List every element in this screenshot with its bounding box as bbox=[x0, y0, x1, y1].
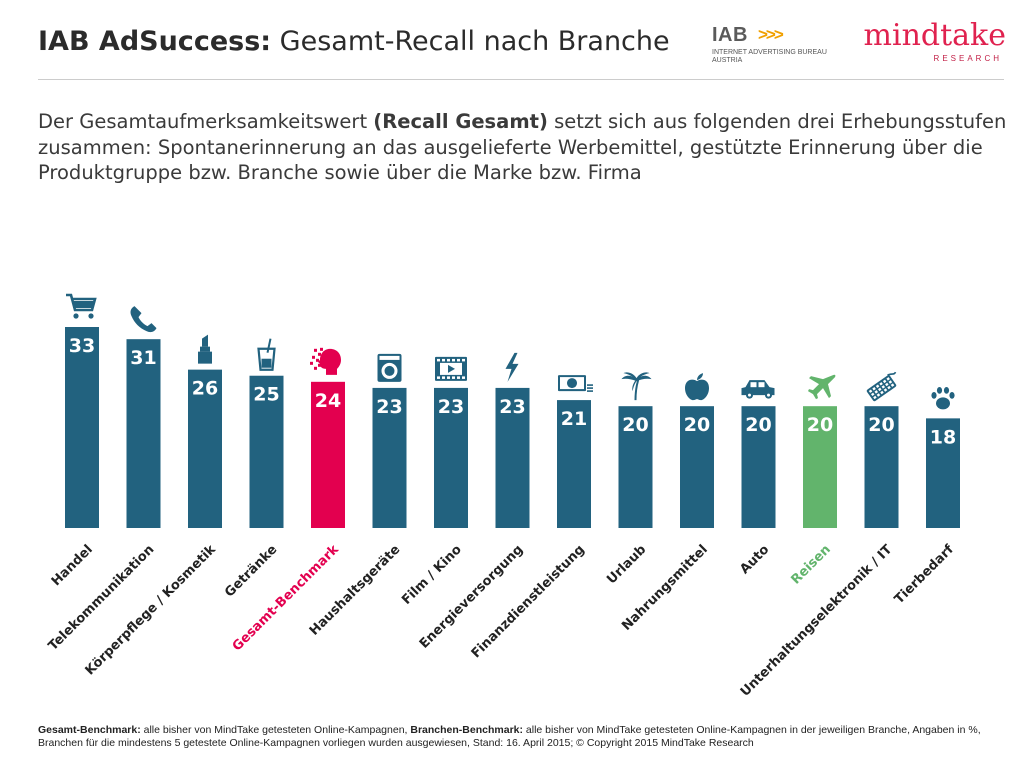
bar-14 bbox=[926, 418, 960, 528]
car-icon bbox=[741, 380, 775, 399]
category-label: Handel bbox=[49, 542, 96, 589]
bar-0 bbox=[65, 327, 99, 528]
shopping-cart-icon bbox=[66, 293, 97, 319]
category-label: Finanzdienstleistung bbox=[469, 542, 588, 661]
category-label: Urlaub bbox=[604, 542, 649, 587]
lipstick-icon bbox=[198, 334, 212, 364]
bar-value-label: 25 bbox=[253, 384, 279, 406]
bar-4 bbox=[311, 381, 345, 528]
category-label: Telekommunikation bbox=[46, 542, 158, 654]
header-divider bbox=[38, 79, 1004, 80]
bar-value-label: 18 bbox=[930, 426, 956, 448]
footnote: Gesamt-Benchmark: alle bisher von MindTa… bbox=[38, 724, 1008, 750]
bar-value-label: 20 bbox=[745, 414, 771, 436]
mindtake-logo-word: mindtake bbox=[863, 18, 1006, 53]
bar-value-label: 31 bbox=[130, 347, 156, 369]
category-label: Körperpflege / Kosmetik bbox=[83, 542, 219, 678]
intro-part1: Der Gesamtaufmerksamkeitswert bbox=[38, 110, 374, 133]
category-label: Tierbedarf bbox=[892, 542, 957, 607]
bar-7 bbox=[495, 387, 530, 528]
drink-glass-icon bbox=[257, 338, 276, 371]
bar-value-label: 26 bbox=[192, 378, 218, 400]
bar-value-label: 23 bbox=[376, 396, 402, 418]
iab-logo-subtitle: INTERNET ADVERTISING BUREAU AUSTRIA bbox=[712, 49, 842, 65]
iab-logo-line2: AUSTRIA bbox=[712, 57, 743, 64]
palm-tree-icon bbox=[621, 372, 652, 401]
category-label: Energieversorgung bbox=[417, 542, 527, 652]
keyboard-icon bbox=[866, 371, 897, 402]
paw-icon bbox=[931, 386, 955, 410]
iab-logo: IAB >>> INTERNET ADVERTISING BUREAU AUST… bbox=[712, 24, 840, 68]
intro-text: Der Gesamtaufmerksamkeitswert (Recall Ge… bbox=[38, 109, 1013, 186]
bar-value-label: 20 bbox=[868, 414, 894, 436]
mindtake-logo: mindtake RESEARCH bbox=[856, 18, 1006, 68]
bar-6 bbox=[434, 387, 468, 528]
page-title: IAB AdSuccess: Gesamt-Recall nach Branch… bbox=[38, 26, 670, 57]
category-label: Gesamt-Benchmark bbox=[230, 542, 342, 654]
airplane-icon bbox=[808, 374, 836, 400]
category-label: Getränke bbox=[222, 542, 280, 600]
category-label: Film / Kino bbox=[399, 542, 465, 608]
apple-icon bbox=[685, 373, 709, 401]
footnote-bold-2: Branchen-Benchmark: bbox=[410, 724, 523, 736]
bar-value-label: 20 bbox=[807, 414, 833, 436]
footnote-bold-1: Gesamt-Benchmark: bbox=[38, 724, 141, 736]
bar-10 bbox=[680, 406, 714, 528]
bar-9 bbox=[618, 406, 653, 528]
bar-5 bbox=[372, 387, 407, 528]
iab-logo-line1: INTERNET ADVERTISING BUREAU bbox=[712, 49, 827, 56]
bar-value-label: 20 bbox=[684, 414, 710, 436]
category-label: Auto bbox=[737, 542, 772, 577]
category-label: Reisen bbox=[789, 542, 834, 587]
bar-2 bbox=[188, 369, 222, 528]
intro-part2: setzt sich aus folgenden drei Erhebungss… bbox=[38, 110, 1007, 184]
washing-machine-icon bbox=[377, 353, 402, 382]
iab-logo-arrows: >>> bbox=[758, 25, 784, 44]
film-icon bbox=[435, 356, 467, 381]
bar-12 bbox=[803, 406, 837, 528]
footnote-text-2: alle bisher von MindTake getesteten Onli… bbox=[38, 724, 981, 749]
mindtake-logo-subtitle: RESEARCH bbox=[933, 54, 1002, 63]
intro-bold: (Recall Gesamt) bbox=[373, 110, 548, 133]
bar-value-label: 21 bbox=[561, 408, 587, 430]
bar-value-label: 24 bbox=[315, 390, 341, 412]
title-rest: Gesamt-Recall nach Branche bbox=[279, 26, 670, 57]
phone-icon bbox=[130, 306, 157, 333]
footnote-text-1: alle bisher von MindTake getesteten Onli… bbox=[140, 724, 411, 736]
bar-8 bbox=[557, 400, 591, 528]
banknote-icon bbox=[558, 375, 593, 392]
bar-3 bbox=[249, 375, 284, 528]
bar-value-label: 33 bbox=[69, 335, 95, 357]
head-pixels-icon bbox=[310, 347, 341, 375]
bar-13 bbox=[864, 406, 899, 528]
title-bold: IAB AdSuccess: bbox=[38, 26, 272, 57]
iab-logo-word: IAB bbox=[712, 24, 748, 46]
bar-value-label: 23 bbox=[499, 396, 525, 418]
bar-value-label: 23 bbox=[438, 396, 464, 418]
bar-1 bbox=[126, 339, 161, 528]
bar-value-label: 20 bbox=[622, 414, 648, 436]
lightning-icon bbox=[505, 352, 519, 382]
bar-11 bbox=[741, 406, 776, 528]
